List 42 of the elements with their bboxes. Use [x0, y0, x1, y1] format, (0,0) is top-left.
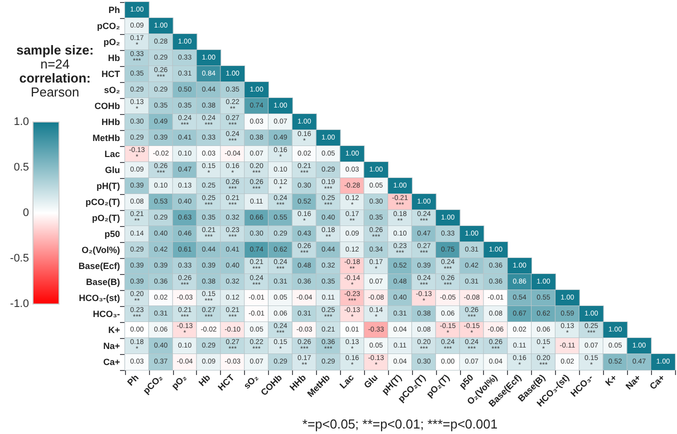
y-tick-label: pO₂	[104, 37, 120, 47]
y-tick-label: pO₂(T)	[92, 213, 120, 223]
x-tick-label: Glu	[362, 372, 380, 390]
y-tick-label: p50	[104, 229, 120, 239]
y-tick-label: HCO₃-(st)	[78, 293, 120, 303]
y-tick-label: pCO₂	[97, 21, 120, 31]
y-tick-label: Glu	[105, 165, 120, 175]
color-bar-label: -0.5	[10, 252, 29, 264]
x-tick-label: Ph	[125, 372, 140, 388]
y-tick-label: K+	[108, 325, 120, 335]
x-tick-label: Na+	[624, 372, 643, 392]
text: sample size:	[16, 42, 94, 58]
y-tick-label: HCO₃-	[92, 309, 120, 319]
y-tick-label: Base(B)	[86, 277, 120, 287]
x-tick-label: sO₂	[242, 372, 260, 391]
text: correlation:	[19, 70, 91, 86]
x-tick-label: Ca+	[648, 372, 667, 392]
text: *=p<0.05; **=p<0.01; ***=p<0.001	[302, 416, 498, 432]
y-tick-label: O₂(Vol%)	[82, 245, 120, 255]
y-tick-label: pH(T)	[96, 181, 120, 191]
y-tick-label: Na+	[103, 341, 120, 351]
y-tick-label: MetHb	[92, 133, 120, 143]
x-tick-label: K+	[603, 372, 619, 388]
y-tick-label: COHb	[94, 101, 120, 111]
y-tick-label: pCO₂(T)	[86, 197, 120, 207]
y-tick-label: Base(Ecf)	[78, 261, 120, 271]
y-tick-label: HCT	[102, 69, 120, 79]
x-tick-label: Lac	[338, 372, 356, 390]
color-bar-label: -1.0	[10, 298, 29, 310]
text: Pearson	[30, 84, 80, 100]
text: n=24	[40, 56, 70, 72]
x-tick-label: Hb	[196, 372, 213, 388]
color-bar-label: 1.0	[14, 116, 29, 128]
y-tick-label: sO₂	[104, 85, 120, 95]
y-tick-label: Ca+	[103, 357, 120, 367]
y-tick-label: Lac	[104, 149, 120, 159]
y-tick-label: Hb	[108, 53, 120, 63]
y-tick-label: Ph	[108, 5, 120, 15]
color-bar-label: 0.5	[14, 162, 29, 174]
x-tick-label: pO₂	[170, 372, 188, 392]
y-tick-label: HHb	[102, 117, 120, 127]
color-bar-label: 0	[22, 207, 29, 219]
